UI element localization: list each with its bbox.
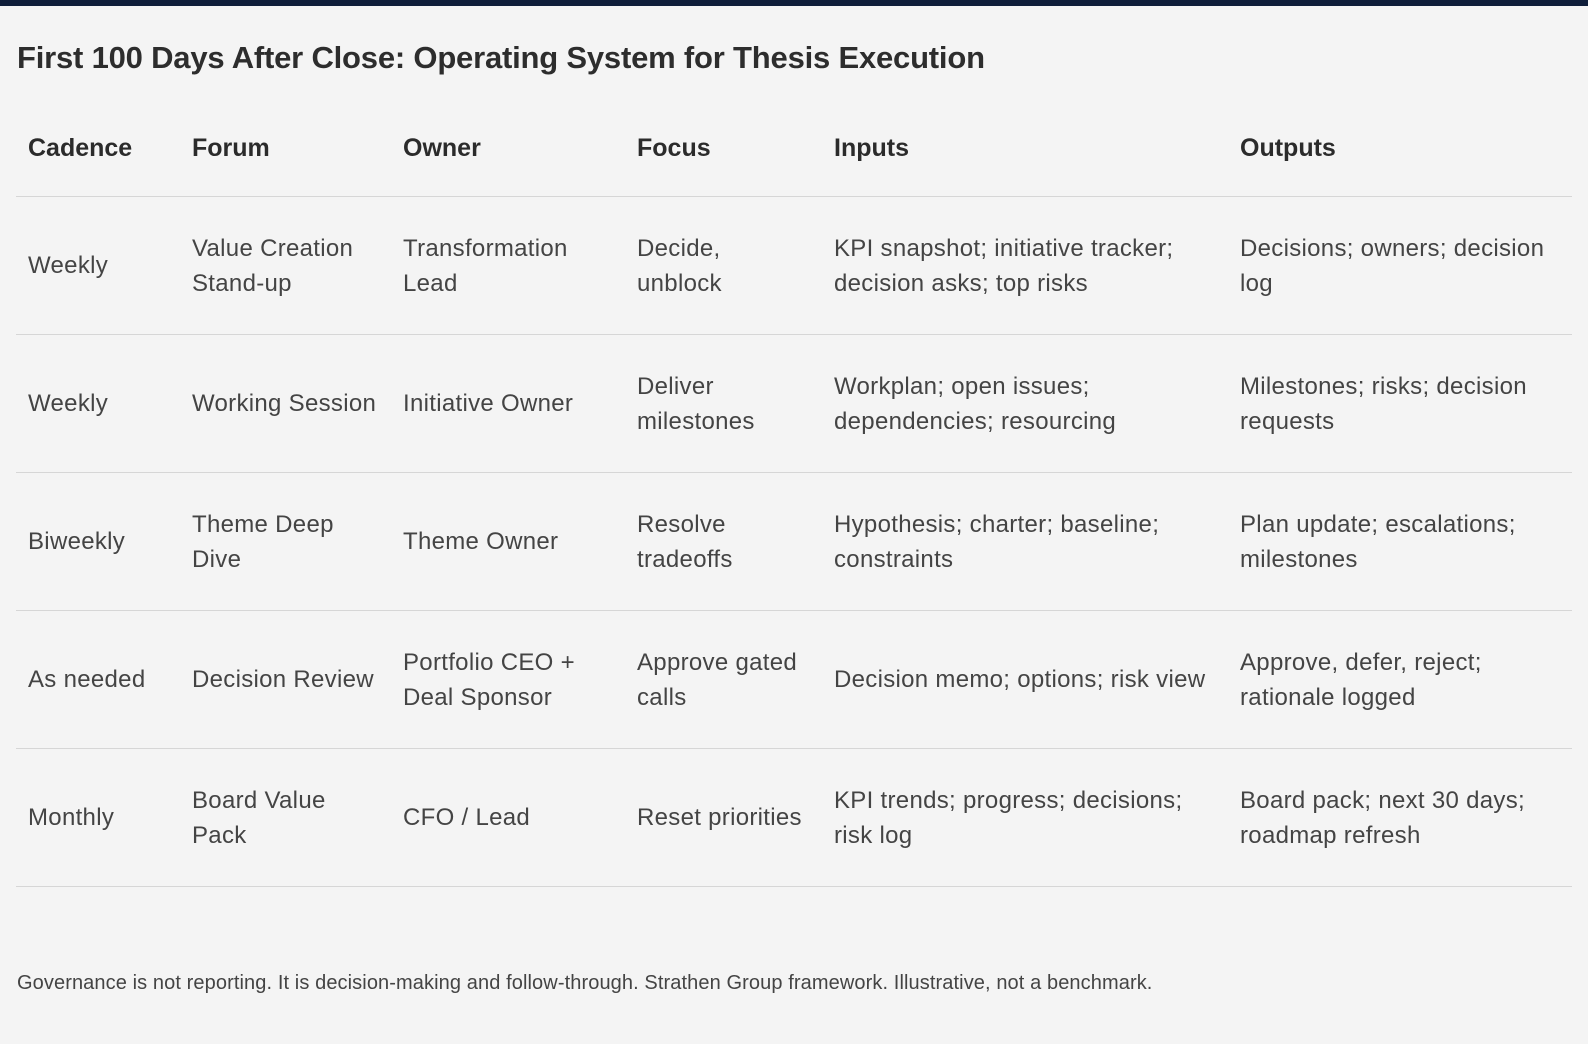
cell-inputs: Decision memo; options; risk view [822,610,1228,749]
cell-inputs: Workplan; open issues; dependencies; res… [822,334,1228,473]
cell-outputs: Plan update; escalations; milestones [1228,472,1572,611]
table-row: Weekly Working Session Initiative Owner … [16,334,1572,473]
governance-table: Cadence Forum Owner Focus Inputs Outputs… [16,100,1572,887]
cell-owner: Portfolio CEO + Deal Sponsor [391,610,625,749]
cell-outputs: Board pack; next 30 days; roadmap refres… [1228,748,1572,887]
cell-forum: Theme Deep Dive [180,472,391,611]
cell-focus: Resolve tradeoffs [625,472,822,611]
cell-cadence: Monthly [16,748,180,887]
table-row: Biweekly Theme Deep Dive Theme Owner Res… [16,472,1572,611]
column-header-cadence: Cadence [16,100,180,197]
column-header-outputs: Outputs [1228,100,1572,197]
column-header-inputs: Inputs [822,100,1228,197]
column-header-forum: Forum [180,100,391,197]
page-title: First 100 Days After Close: Operating Sy… [17,40,985,75]
cell-focus: Approve gated calls [625,610,822,749]
column-header-focus: Focus [625,100,822,197]
cell-forum: Value Creation Stand-up [180,196,391,335]
table-row: Monthly Board Value Pack CFO / Lead Rese… [16,748,1572,887]
cell-forum: Board Value Pack [180,748,391,887]
cell-owner: Transformation Lead [391,196,625,335]
cell-forum: Working Session [180,334,391,473]
table-row: As needed Decision Review Portfolio CEO … [16,610,1572,749]
cell-outputs: Approve, defer, reject; rationale logged [1228,610,1572,749]
cell-cadence: Weekly [16,334,180,473]
cell-focus: Deliver milestones [625,334,822,473]
column-header-owner: Owner [391,100,625,197]
cell-inputs: KPI trends; progress; decisions; risk lo… [822,748,1228,887]
cell-inputs: KPI snapshot; initiative tracker; decisi… [822,196,1228,335]
footnote: Governance is not reporting. It is decis… [17,972,1153,994]
cell-outputs: Milestones; risks; decision requests [1228,334,1572,473]
table-header-row: Cadence Forum Owner Focus Inputs Outputs [16,100,1572,197]
cell-cadence: Biweekly [16,472,180,611]
cell-inputs: Hypothesis; charter; baseline; constrain… [822,472,1228,611]
cell-cadence: Weekly [16,196,180,335]
top-accent-bar [0,0,1588,6]
table-row: Weekly Value Creation Stand-up Transform… [16,196,1572,335]
cell-owner: CFO / Lead [391,748,625,887]
cell-focus: Reset priorities [625,748,822,887]
cell-owner: Theme Owner [391,472,625,611]
cell-forum: Decision Review [180,610,391,749]
cell-owner: Initiative Owner [391,334,625,473]
cell-outputs: Decisions; owners; decision log [1228,196,1572,335]
cell-cadence: As needed [16,610,180,749]
cell-focus: Decide, unblock [625,196,822,335]
